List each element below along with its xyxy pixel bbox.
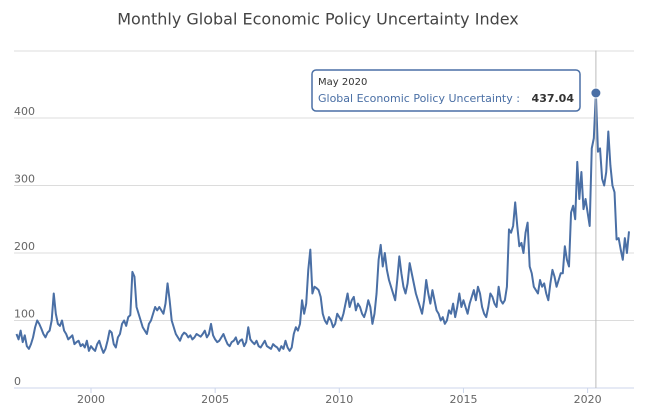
y-tick-label: 400: [14, 105, 35, 118]
y-tick-label: 300: [14, 173, 35, 186]
chart-title: Monthly Global Economic Policy Uncertain…: [117, 10, 519, 29]
tooltip-value: 437.04: [532, 92, 575, 105]
plot-area: 0 100 200 300 400 2000 2005 2010 2015 2020: [14, 50, 634, 406]
y-tick-label: 200: [14, 240, 35, 253]
x-tick-label: 2005: [201, 393, 229, 406]
tooltip-box: [311, 69, 581, 112]
highlight-marker: [590, 87, 602, 99]
y-tick-label: 100: [14, 308, 35, 321]
series-line: [15, 92, 630, 354]
x-tick-label: 2015: [449, 393, 477, 406]
x-tick-label: 2020: [574, 393, 602, 406]
tooltip-date: May 2020: [318, 77, 367, 88]
tooltip-series: Global Economic Policy Uncertainty :: [318, 92, 520, 105]
x-tick-label: 2010: [325, 393, 353, 406]
x-tick-label: 2000: [77, 393, 105, 406]
tooltip: May 2020 Global Economic Policy Uncertai…: [311, 69, 581, 112]
y-tick-label: 0: [14, 375, 21, 388]
